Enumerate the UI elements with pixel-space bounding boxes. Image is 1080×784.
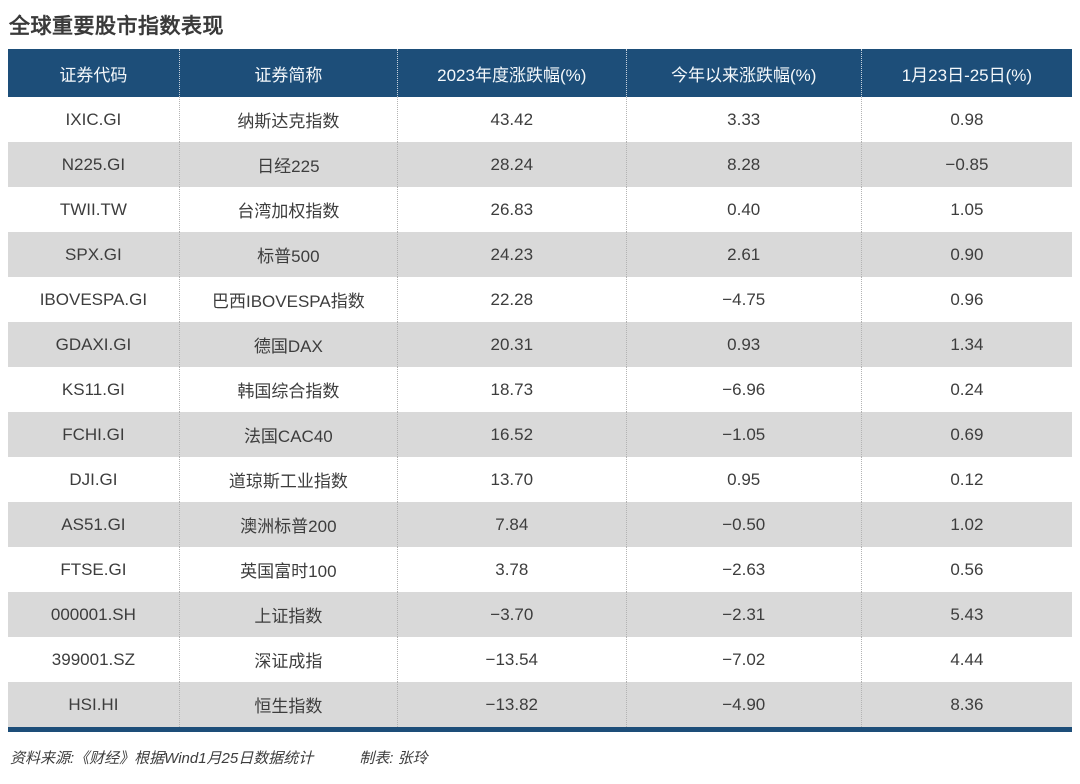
cell-ytd-change: 8.28	[625, 142, 862, 187]
cell-ytd-change: 0.93	[625, 322, 862, 367]
cell-ytd-change: −1.05	[625, 412, 862, 457]
index-performance-table: 证券代码 证券简称 2023年度涨跌幅(%) 今年以来涨跌幅(%) 1月23日-…	[8, 49, 1072, 732]
cell-2023-change: 16.52	[396, 412, 627, 457]
cell-jan23-25-change: 1.34	[860, 322, 1072, 367]
cell-code: AS51.GI	[61, 514, 126, 534]
cell-jan23-25-change: 1.02	[860, 502, 1072, 547]
cell-code: GDAXI.GI	[55, 334, 132, 354]
cell-code: DJI.GI	[69, 469, 118, 489]
table-row: 000001.SH 上证指数 −3.70 −2.31 5.43	[8, 592, 1072, 637]
table-row: SPX.GI 标普500 24.23 2.61 0.90	[8, 232, 1072, 277]
cell-ytd-change: 3.33	[625, 97, 862, 142]
page-title: 全球重要股市指数表现	[9, 15, 224, 38]
cell-name: 纳斯达克指数	[178, 97, 398, 142]
table-row: FTSE.GI 英国富时100 3.78 −2.63 0.56	[8, 547, 1072, 592]
cell-2023-change: 24.23	[396, 232, 627, 277]
cell-2023-change: −13.54	[396, 637, 627, 682]
cell-name: 英国富时100	[178, 547, 398, 592]
cell-ytd-change: 0.40	[625, 187, 862, 232]
table-row: DJI.GI 道琼斯工业指数 13.70 0.95 0.12	[8, 457, 1072, 502]
cell-ytd-change: −4.90	[625, 682, 862, 730]
cell-2023-change: 22.28	[396, 277, 627, 322]
cell-name: 巴西IBOVESPA指数	[178, 277, 398, 322]
cell-2023-change: 13.70	[396, 457, 627, 502]
cell-code: 000001.SH	[50, 604, 136, 624]
cell-2023-change: −13.82	[396, 682, 627, 730]
cell-name: 日经225	[178, 142, 398, 187]
cell-ytd-change: −0.50	[625, 502, 862, 547]
cell-code: 399001.SZ	[51, 649, 135, 669]
cell-jan23-25-change: 8.36	[860, 682, 1072, 730]
cell-name: 标普500	[178, 232, 398, 277]
table-body: IXIC.GI 纳斯达克指数 43.42 3.33 0.98 N225.GI 日经225 28…	[8, 97, 1072, 730]
cell-ytd-change: 2.61	[625, 232, 862, 277]
table-row: IXIC.GI 纳斯达克指数 43.42 3.33 0.98	[8, 97, 1072, 142]
cell-name: 道琼斯工业指数	[178, 457, 398, 502]
page: 全球重要股市指数表现 证券代码 证券简称 2023年度涨跌幅(%) 今年以来涨跌…	[8, 15, 1076, 768]
cell-jan23-25-change: 5.43	[860, 592, 1072, 637]
cell-name: 台湾加权指数	[178, 187, 398, 232]
table-row: HSI.HI 恒生指数 −13.82 −4.90 8.36	[8, 682, 1072, 730]
cell-code: SPX.GI	[65, 244, 122, 264]
cell-ytd-change: −2.63	[625, 547, 862, 592]
cell-code: KS11.GI	[61, 379, 125, 399]
table-row: AS51.GI 澳洲标普200 7.84 −0.50 1.02	[8, 502, 1072, 547]
source-note: 资料来源:《财经》根据Wind1月25日数据统计	[10, 750, 314, 767]
table-row: GDAXI.GI 德国DAX 20.31 0.93 1.34	[8, 322, 1072, 367]
cell-2023-change: 7.84	[396, 502, 627, 547]
credit-note: 制表: 张玲	[359, 750, 428, 767]
cell-ytd-change: −2.31	[625, 592, 862, 637]
cell-ytd-change: −6.96	[625, 367, 862, 412]
cell-jan23-25-change: 1.05	[860, 187, 1072, 232]
cell-jan23-25-change: 4.44	[860, 637, 1072, 682]
cell-ytd-change: −4.75	[625, 277, 862, 322]
table-header: 证券代码 证券简称 2023年度涨跌幅(%) 今年以来涨跌幅(%) 1月23日-…	[8, 49, 1072, 97]
table-row: KS11.GI 韩国综合指数 18.73 −6.96 0.24	[8, 367, 1072, 412]
cell-jan23-25-change: 0.56	[860, 547, 1072, 592]
cell-jan23-25-change: −0.85	[860, 142, 1072, 187]
table-row: FCHI.GI 法国CAC40 16.52 −1.05 0.69	[8, 412, 1072, 457]
cell-name: 法国CAC40	[178, 412, 398, 457]
column-header-2023: 2023年度涨跌幅(%)	[396, 49, 627, 97]
cell-jan23-25-change: 0.98	[860, 97, 1072, 142]
cell-ytd-change: 0.95	[625, 457, 862, 502]
cell-code: TWII.TW	[59, 199, 127, 219]
cell-ytd-change: −7.02	[625, 637, 862, 682]
cell-name: 上证指数	[178, 592, 398, 637]
table-footer: 资料来源:《财经》根据Wind1月25日数据统计 制表: 张玲	[8, 732, 1076, 768]
cell-name: 德国DAX	[178, 322, 398, 367]
cell-code: N225.GI	[61, 154, 126, 174]
table-row: 399001.SZ 深证成指 −13.54 −7.02 4.44	[8, 637, 1072, 682]
cell-name: 深证成指	[178, 637, 398, 682]
cell-name: 恒生指数	[178, 682, 398, 730]
column-header-code: 证券代码	[8, 49, 180, 97]
cell-code: FTSE.GI	[60, 559, 127, 579]
cell-jan23-25-change: 0.90	[860, 232, 1072, 277]
cell-name: 韩国综合指数	[178, 367, 398, 412]
cell-jan23-25-change: 0.12	[860, 457, 1072, 502]
cell-jan23-25-change: 0.69	[860, 412, 1072, 457]
cell-code: IBOVESPA.GI	[39, 289, 148, 309]
column-header-jan2325: 1月23日-25日(%)	[860, 49, 1072, 97]
cell-2023-change: 28.24	[396, 142, 627, 187]
cell-2023-change: 3.78	[396, 547, 627, 592]
cell-code: FCHI.GI	[62, 424, 125, 444]
cell-2023-change: −3.70	[396, 592, 627, 637]
cell-2023-change: 43.42	[396, 97, 627, 142]
column-header-ytd: 今年以来涨跌幅(%)	[625, 49, 862, 97]
column-header-name: 证券简称	[178, 49, 398, 97]
cell-code: IXIC.GI	[65, 109, 122, 129]
cell-name: 澳洲标普200	[178, 502, 398, 547]
cell-jan23-25-change: 0.96	[860, 277, 1072, 322]
table-row: TWII.TW 台湾加权指数 26.83 0.40 1.05	[8, 187, 1072, 232]
table-header-row: 证券代码 证券简称 2023年度涨跌幅(%) 今年以来涨跌幅(%) 1月23日-…	[8, 49, 1072, 97]
cell-code: HSI.HI	[68, 694, 119, 714]
cell-jan23-25-change: 0.24	[860, 367, 1072, 412]
cell-2023-change: 26.83	[396, 187, 627, 232]
cell-2023-change: 18.73	[396, 367, 627, 412]
table-row: N225.GI 日经225 28.24 8.28 −0.85	[8, 142, 1072, 187]
table-row: IBOVESPA.GI 巴西IBOVESPA指数 22.28 −4.75 0.96	[8, 277, 1072, 322]
cell-2023-change: 20.31	[396, 322, 627, 367]
